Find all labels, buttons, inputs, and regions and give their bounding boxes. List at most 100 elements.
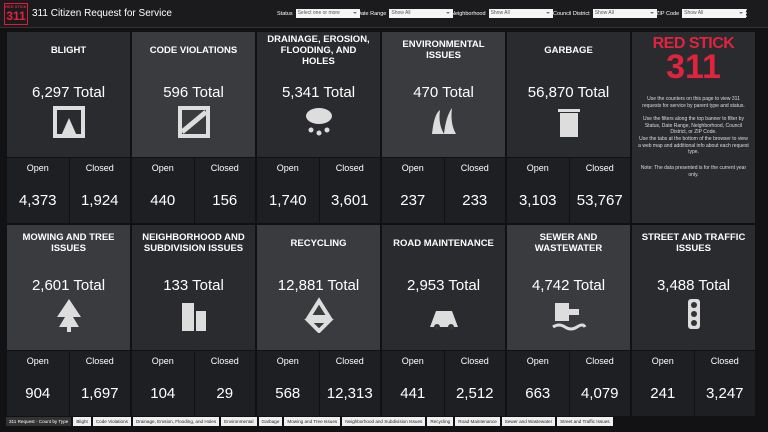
card-icon	[57, 299, 81, 332]
card-title: BLIGHT	[50, 44, 87, 56]
card-total: 3,488 Total	[656, 277, 731, 294]
status-cell: Closed 2,512	[443, 350, 505, 416]
request-card: GARBAGE 56,870 Total Open 3,103 Closed 53,767	[506, 31, 631, 224]
status-cell: Open 241	[632, 350, 694, 416]
card-title: DRAINAGE, EROSION, FLOODING, AND HOLES	[267, 33, 370, 67]
tab[interactable]: Street and Traffic Issues	[557, 417, 613, 426]
status-count: 241	[650, 385, 676, 402]
card-icon	[688, 299, 700, 329]
status-cell: Open 3,103	[507, 157, 569, 223]
tab[interactable]: Neighborhood and Subdivision Issues	[342, 417, 426, 426]
filter[interactable]: Council District Show All	[553, 9, 657, 18]
tab[interactable]: Environmental	[221, 417, 257, 426]
status-count: 233	[462, 192, 488, 209]
card-icon	[552, 303, 587, 331]
filter-dropdown[interactable]: Show All	[488, 9, 553, 18]
status-cell: Closed 12,313	[318, 350, 380, 416]
status-label: Closed	[460, 163, 489, 173]
status-cell: Open 441	[382, 350, 444, 416]
tab[interactable]: Blight	[73, 417, 91, 426]
tab[interactable]: Drainage, Erosion, Flooding, and Holes	[132, 417, 220, 426]
card-icon	[558, 109, 580, 137]
status-label: Open	[26, 163, 49, 173]
status-cell: Open 1,740	[257, 157, 319, 223]
card-title: SEWER AND WASTEWATER	[534, 232, 603, 254]
tab[interactable]: 311 Request - Count by Type	[6, 417, 72, 426]
status-cell: Open 237	[382, 157, 444, 223]
card-icon	[182, 303, 206, 331]
request-card: ENVIRONMENTAL ISSUES 470 Total Open 237 Clos…	[381, 31, 506, 224]
filter-label: Neighborhood	[451, 10, 486, 17]
status-count: 53,767	[576, 192, 623, 209]
request-card: DRAINAGE, EROSION, FLOODING, AND HOLES 5,…	[256, 31, 381, 224]
tab[interactable]: Code Violations	[92, 417, 131, 426]
status-count: 440	[150, 192, 176, 209]
request-card: MOWING AND TREE ISSUES 2,601 Total Open 904…	[6, 224, 131, 417]
filter-dropdown[interactable]: Select one or more	[295, 9, 360, 18]
status-cell: Closed 233	[443, 157, 505, 223]
status-count: 904	[25, 385, 51, 402]
status-count: 12,313	[326, 385, 373, 402]
tab[interactable]: Sewer and Wastewater	[501, 417, 556, 426]
status-label: Open	[651, 356, 674, 366]
header: RED STICK 311 311 Citizen Request for Se…	[0, 0, 768, 28]
tab[interactable]: Garbage	[258, 417, 283, 426]
status-cell: Open 663	[507, 350, 569, 416]
card-icon	[432, 108, 456, 134]
status-label: Closed	[585, 163, 614, 173]
filter[interactable]: ZIP Code Show All	[656, 9, 747, 18]
status-label: Closed	[335, 163, 364, 173]
status-cell: Closed 1,924	[68, 157, 130, 223]
request-card: RECYCLING 12,881 Total Open 568 Closed 12,313	[256, 224, 381, 417]
status-label: Open	[401, 356, 424, 366]
filter-dropdown[interactable]: Show All	[389, 9, 454, 18]
card-icon	[306, 108, 332, 136]
card-title: ROAD MAINTENANCE	[393, 237, 494, 249]
status-count: 156	[212, 192, 238, 209]
info-panel: RED STICK 311 Use the counters on this pag…	[631, 31, 756, 224]
status-cell: Closed 29	[193, 350, 255, 416]
status-count: 4,373	[18, 192, 57, 209]
card-icon	[430, 311, 458, 330]
status-cell: Closed 3,601	[318, 157, 380, 223]
status-label: Open	[276, 356, 299, 366]
card-total: 5,341 Total	[281, 84, 356, 101]
filter-label: Status	[277, 10, 293, 17]
tab[interactable]: Road Maintenance	[455, 417, 500, 426]
status-label: Closed	[460, 356, 489, 366]
info-text: Use the tabs at the bottom of the browse…	[638, 136, 749, 155]
status-label: Closed	[85, 356, 114, 366]
tab[interactable]: Mowing and Tree Issues	[284, 417, 341, 426]
card-title: MOWING AND TREE ISSUES	[22, 232, 115, 254]
card-icon	[178, 106, 210, 138]
tab[interactable]: Recycling	[427, 417, 454, 426]
status-count: 1,924	[80, 192, 119, 209]
status-count: 1,697	[80, 385, 119, 402]
status-label: Open	[26, 356, 49, 366]
status-label: Open	[276, 163, 299, 173]
card-total: 56,870 Total	[527, 84, 610, 101]
status-count: 568	[275, 385, 301, 402]
status-label: Closed	[335, 356, 364, 366]
logo-line: RED STICK	[652, 35, 735, 52]
status-count: 3,103	[518, 192, 557, 209]
filter[interactable]: Neighborhood Show All	[451, 9, 553, 18]
card-total: 470 Total	[413, 84, 474, 101]
logo-line: RED STICK	[5, 4, 27, 9]
status-count: 663	[525, 385, 551, 402]
status-cell: Closed 156	[193, 157, 255, 223]
status-label: Open	[526, 356, 549, 366]
filter-dropdown[interactable]: Show All	[592, 9, 657, 18]
card-total: 2,601 Total	[31, 277, 106, 294]
filter[interactable]: Date Range Show All	[357, 9, 454, 18]
card-title: STREET AND TRAFFIC ISSUES	[641, 232, 746, 254]
status-cell: Open 440	[132, 157, 194, 223]
filter-dropdown[interactable]: Show All	[682, 9, 747, 18]
filter[interactable]: Status Select one or more	[277, 9, 360, 18]
tab-bar: 311 Request - Count by Type Blight Code Vi…	[6, 417, 613, 426]
status-label: Closed	[710, 356, 739, 366]
status-count: 3,247	[705, 385, 744, 402]
filter-label: ZIP Code	[656, 10, 680, 17]
logo-line: 311	[666, 48, 721, 86]
